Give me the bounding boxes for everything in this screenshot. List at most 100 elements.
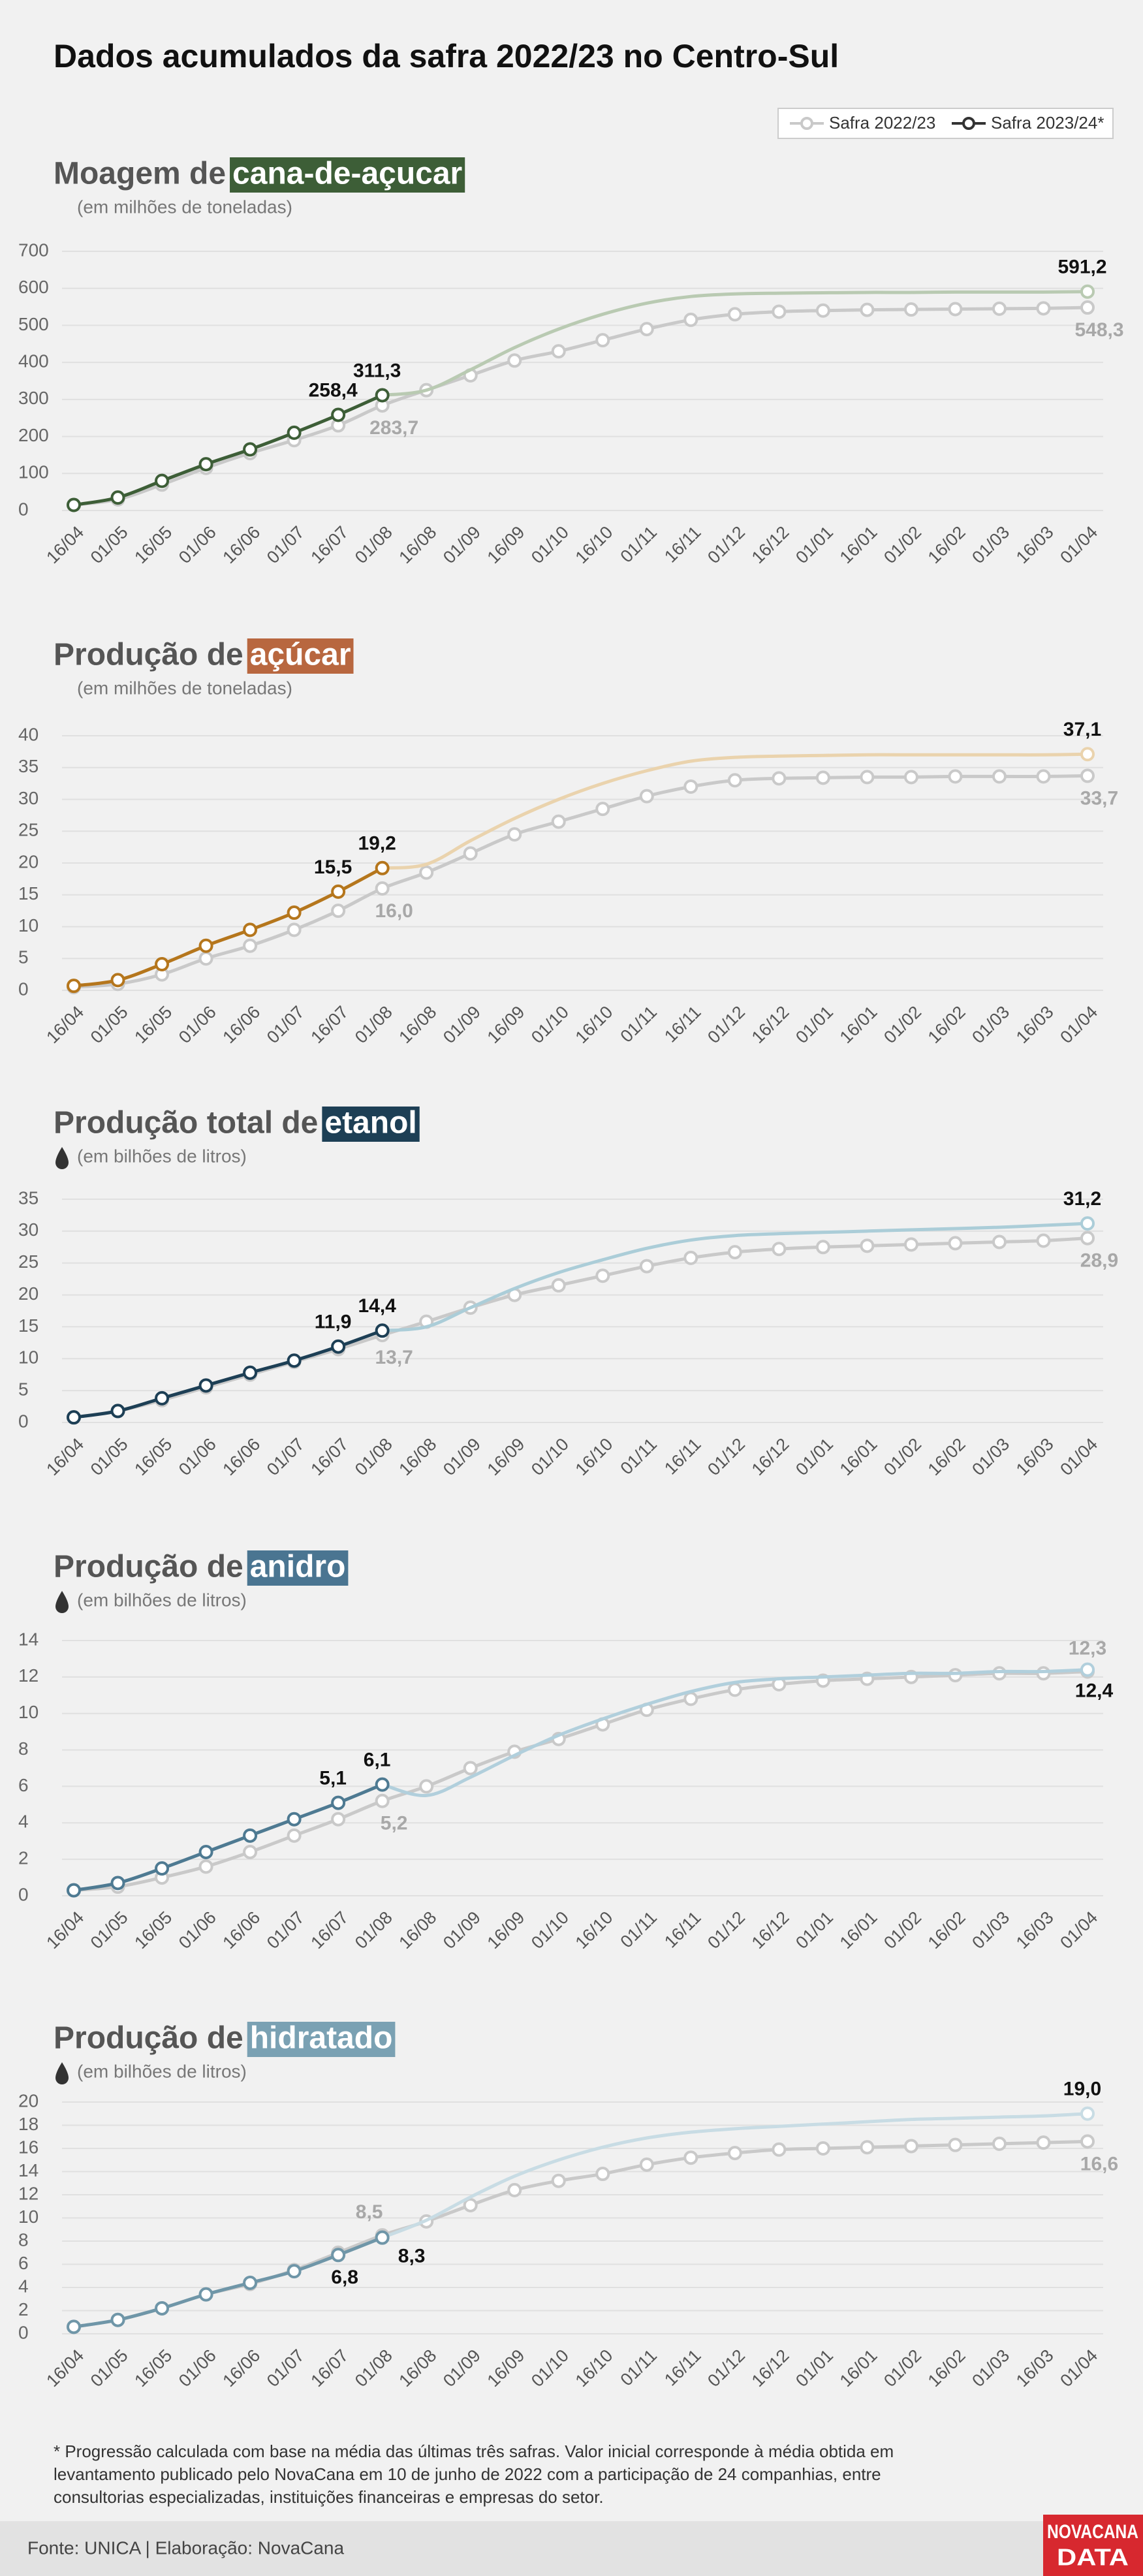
marker — [772, 1242, 787, 1257]
marker — [639, 789, 654, 804]
marker — [155, 2301, 170, 2316]
marker — [67, 497, 81, 512]
marker — [815, 2141, 830, 2156]
y-tick-label: 0 — [18, 2322, 29, 2342]
marker — [463, 846, 478, 861]
title-highlight-box — [230, 157, 465, 193]
marker — [507, 353, 522, 368]
y-tick-label: 25 — [18, 820, 39, 840]
data-label: 311,3 — [353, 360, 401, 381]
marker — [507, 827, 522, 842]
marker — [110, 1404, 125, 1419]
marker — [903, 770, 918, 785]
marker — [727, 1682, 742, 1697]
data-label: 5,2 — [381, 1813, 408, 1834]
marker — [683, 1250, 698, 1265]
chart-title-highlight: etanol — [324, 1106, 416, 1140]
marker — [463, 1761, 478, 1776]
marker — [551, 1278, 566, 1293]
legend-marker — [962, 117, 975, 130]
marker — [948, 1668, 963, 1683]
drop-icon — [55, 2062, 69, 2084]
marker — [155, 957, 170, 972]
data-label: 6,1 — [364, 1750, 391, 1771]
marker — [772, 2142, 787, 2157]
y-tick-label: 0 — [18, 1884, 29, 1904]
marker — [375, 1793, 390, 1808]
data-label: 591,2 — [1057, 257, 1106, 278]
title-highlight-box — [247, 2022, 396, 2057]
marker — [110, 1876, 125, 1891]
marker — [1036, 1233, 1051, 1248]
data-label: 37,1 — [1063, 719, 1101, 740]
legend-marker — [800, 117, 813, 130]
marker — [860, 2140, 875, 2155]
marker — [110, 490, 125, 505]
marker — [1080, 1662, 1095, 1677]
marker — [507, 2182, 522, 2197]
marker — [683, 1691, 698, 1706]
marker — [551, 2173, 566, 2188]
chart-subtitle: (em milhões de toneladas) — [77, 678, 292, 698]
data-label: 11,9 — [315, 1312, 352, 1333]
marker — [639, 322, 654, 337]
data-label: 16,0 — [375, 900, 413, 922]
marker — [903, 2139, 918, 2154]
marker — [551, 814, 566, 829]
chart-title: Produção de — [54, 1550, 243, 1584]
marker — [639, 2157, 654, 2172]
data-label: 8,3 — [398, 2246, 426, 2267]
chart-subtitle: (em milhões de toneladas) — [77, 196, 292, 217]
data-label: 19,2 — [358, 833, 396, 855]
title-highlight-box — [322, 1107, 420, 1142]
y-tick-label: 10 — [18, 1702, 39, 1722]
data-label: 12,4 — [1075, 1680, 1114, 1702]
projection-line — [382, 290, 1088, 397]
y-tick-label: 14 — [18, 2160, 39, 2180]
y-tick-label: 2 — [18, 2299, 29, 2319]
y-tick-label: 100 — [18, 462, 49, 482]
footer-bar — [0, 2521, 1143, 2576]
legend-label: Safra 2022/23 — [829, 113, 935, 133]
footnote: * Progressão calculada com base na média… — [54, 2442, 894, 2461]
data-label: 8,5 — [356, 2201, 383, 2223]
data-label: 19,0 — [1063, 2079, 1101, 2100]
data-label: 548,3 — [1074, 319, 1123, 341]
drop-icon — [55, 1147, 69, 1169]
marker — [683, 2150, 698, 2165]
marker — [331, 1339, 346, 1354]
marker — [110, 2312, 125, 2327]
footnote: levantamento publicado pelo NovaCana em … — [54, 2464, 881, 2484]
marker — [1036, 769, 1051, 784]
title-highlight-box — [247, 1550, 349, 1586]
data-label: 283,7 — [369, 417, 418, 439]
legend: Safra 2022/23 Safra 2023/24* — [777, 108, 1114, 139]
marker — [243, 922, 258, 937]
projection-line — [381, 1668, 1088, 1797]
data-label: 31,2 — [1063, 1188, 1101, 1210]
y-tick-label: 0 — [18, 1411, 29, 1431]
marker — [595, 2167, 610, 2182]
marker — [1080, 1216, 1095, 1231]
y-tick-label: 15 — [18, 883, 39, 903]
legend-box — [777, 108, 1114, 139]
y-tick-label: 20 — [18, 851, 39, 872]
y-tick-label: 700 — [18, 240, 49, 260]
chart-subtitle: (em bilhões de litros) — [77, 1146, 247, 1166]
marker — [67, 2319, 81, 2334]
y-tick-label: 400 — [18, 351, 49, 371]
chart-title: Produção de — [54, 638, 243, 672]
marker — [243, 938, 258, 953]
marker — [727, 773, 742, 788]
marker — [727, 2146, 742, 2161]
main-title: Dados acumulados da safra 2022/23 no Cen… — [54, 38, 839, 74]
marker — [948, 302, 963, 317]
marker — [727, 307, 742, 322]
y-tick-label: 10 — [18, 2207, 39, 2227]
marker — [243, 442, 258, 457]
y-tick-label: 6 — [18, 1775, 29, 1795]
marker — [1036, 301, 1051, 316]
marker — [1080, 768, 1095, 783]
